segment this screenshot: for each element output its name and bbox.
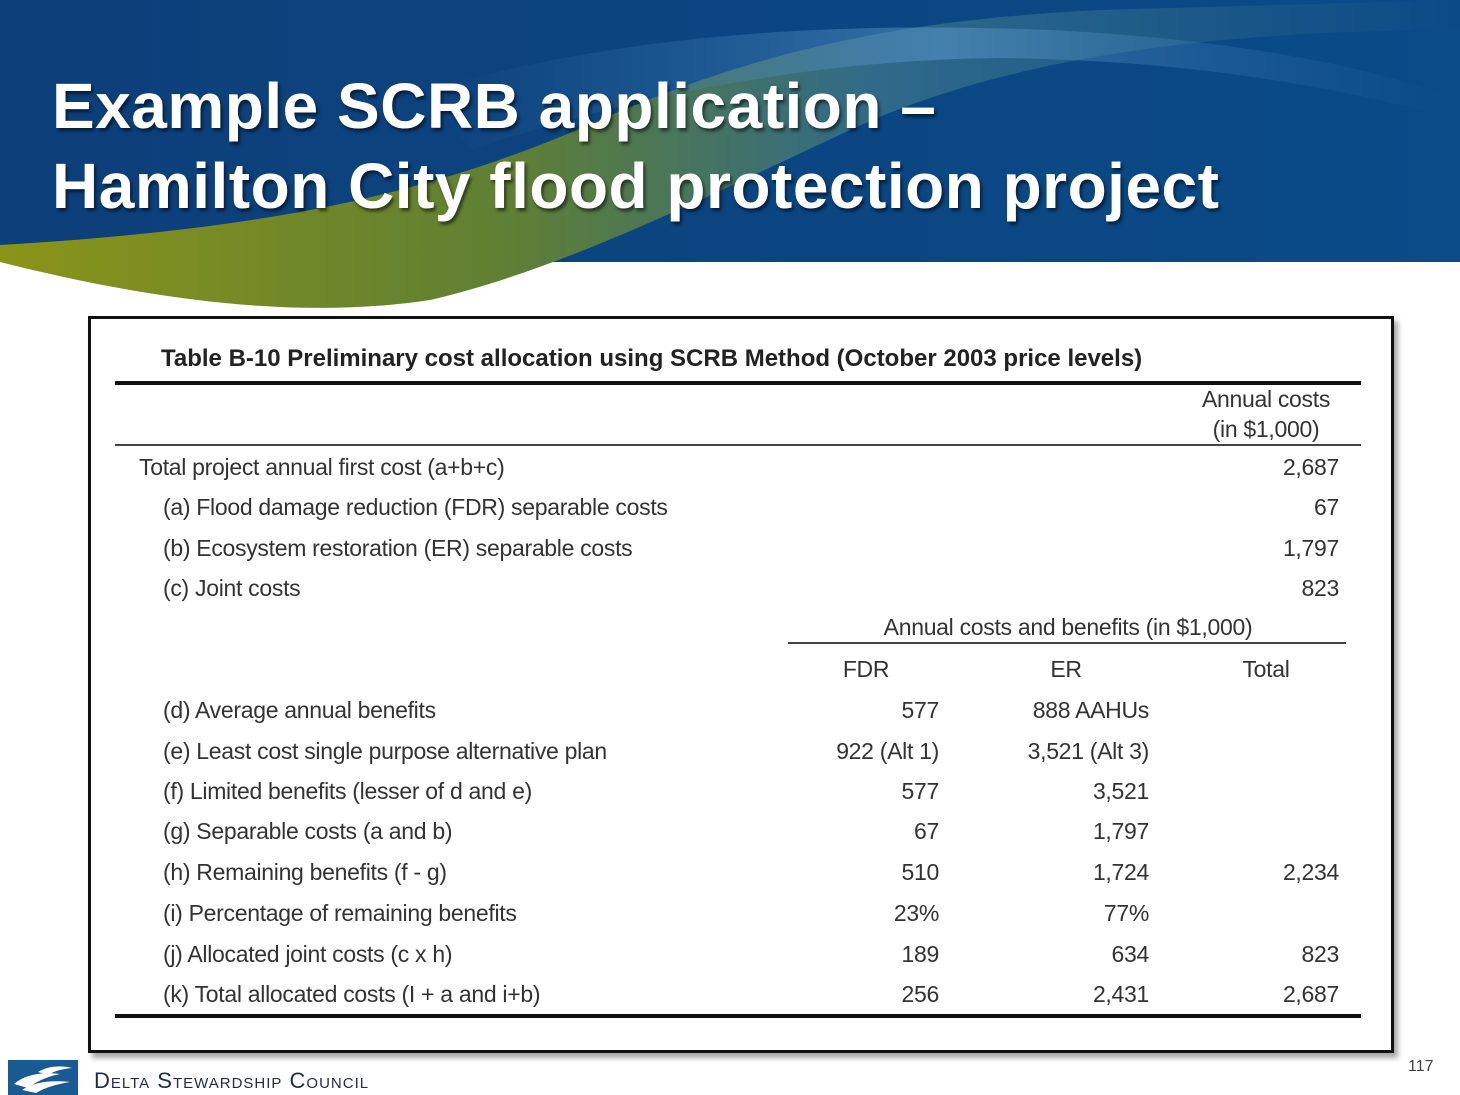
row-f-er: 3,521 [1092,778,1149,804]
slide-title: Example SCRB application – Hamilton City… [52,66,1219,226]
row-c-label: (c) Joint costs [163,575,301,601]
row-j-fdr: 189 [901,941,940,967]
column-header-er: ER [1050,656,1082,682]
row-i-label: (i) Percentage of remaining benefits [163,900,517,926]
row-k-total: 2,687 [1282,981,1339,1007]
row-k-label: (k) Total allocated costs (I + a and i+b… [163,981,541,1007]
row-e-label: (e) Least cost single purpose alternativ… [163,738,607,764]
column-header-total: Total [1242,656,1290,682]
row-a-label: (a) Flood damage reduction (FDR) separab… [163,494,668,520]
row-h-label: (h) Remaining benefits (f - g) [163,859,447,885]
row-g-er: 1,797 [1092,818,1149,844]
row-c-value: 823 [1301,575,1340,601]
organization-name: Delta Stewardship Council [94,1068,370,1093]
row-f-label: (f) Limited benefits (lesser of d and e) [163,778,532,804]
row-k-er: 2,431 [1092,981,1149,1007]
row-i-fdr: 23% [893,900,939,926]
group-header: Annual costs and benefits (in $1,000) [883,614,1253,640]
row-j-er: 634 [1111,941,1150,967]
row-h-total: 2,234 [1282,859,1339,885]
row-d-label: (d) Average annual benefits [163,697,436,723]
row-f-fdr: 577 [901,778,940,804]
row-d-er: 888 AAHUs [1032,697,1150,723]
table-caption: Table B-10 Preliminary cost allocation u… [161,345,1143,372]
page-number: 117 [1408,1058,1434,1075]
row-b-value: 1,797 [1282,535,1339,561]
row-g-label: (g) Separable costs (a and b) [163,818,453,844]
group-header-rule [788,642,1346,644]
row-k-fdr: 256 [901,981,940,1007]
table-bottom-rule [115,1014,1361,1018]
column-header-fdr: FDR [842,656,890,682]
row-d-fdr: 577 [901,697,940,723]
slide-title-line-2: Hamilton City flood protection project [52,150,1220,222]
row-i-er: 77% [1103,900,1149,926]
row-j-total: 823 [1301,941,1340,967]
row-e-fdr: 922 (Alt 1) [836,738,939,764]
row-a-value: 67 [1314,494,1339,520]
annual-costs-header-line-1: Annual costs [1201,386,1331,412]
row-j-label: (j) Allocated joint costs (c x h) [163,941,453,967]
annual-costs-header-line-2: (in $1,000) [1212,416,1320,442]
header-banner [0,0,1460,308]
row-e-er: 3,521 (Alt 3) [1027,738,1150,764]
row-total-project-label: Total project annual first cost (a+b+c) [139,454,505,480]
row-g-fdr: 67 [914,818,939,844]
row-total-project-value: 2,687 [1282,454,1339,480]
cost-allocation-table: Table B-10 Preliminary cost allocation u… [88,316,1394,1053]
header-rule [115,444,1361,446]
row-h-fdr: 510 [901,859,940,885]
row-b-label: (b) Ecosystem restoration (ER) separable… [163,535,633,561]
slide-title-line-1: Example SCRB application – [52,70,937,142]
table-top-rule [115,381,1361,385]
row-h-er: 1,724 [1092,859,1149,885]
delta-council-logo-icon [8,1060,78,1095]
